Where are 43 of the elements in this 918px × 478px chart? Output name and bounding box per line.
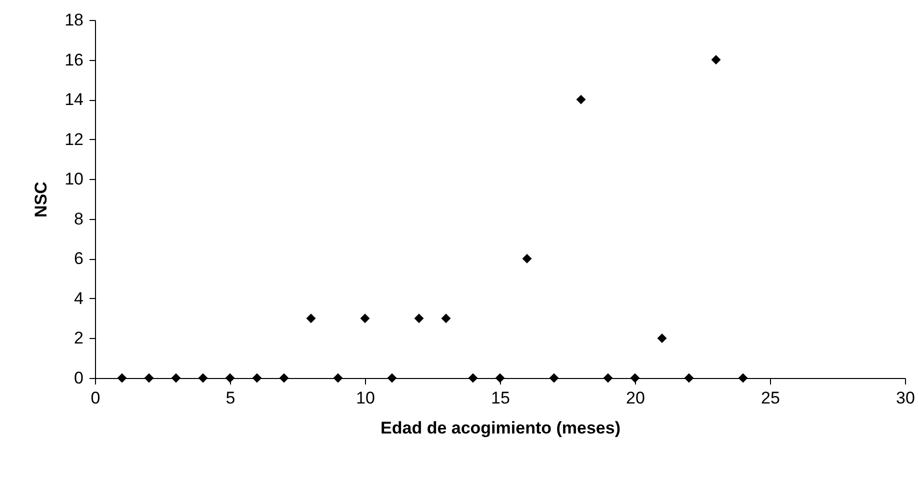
y-tick-label: 0 <box>74 368 84 388</box>
point <box>387 373 397 383</box>
point <box>549 373 559 383</box>
x-tick-label: 30 <box>896 388 915 408</box>
point <box>279 373 289 383</box>
point <box>333 373 343 383</box>
y-tick-label: 8 <box>74 209 84 228</box>
x-tick-label: 25 <box>761 388 780 408</box>
point <box>522 254 532 264</box>
point <box>171 373 181 383</box>
y-tick-label: 10 <box>64 170 84 189</box>
point <box>630 373 640 383</box>
y-axis-title: NSC <box>32 182 51 218</box>
point <box>468 373 478 383</box>
y-tick-label: 2 <box>74 328 84 348</box>
point <box>306 314 316 324</box>
point <box>657 333 667 343</box>
point <box>360 314 370 324</box>
x-tick-label: 0 <box>90 388 100 408</box>
point <box>711 55 721 65</box>
x-tick-label: 15 <box>491 388 510 408</box>
y-tick-label: 12 <box>64 130 84 149</box>
y-tick-label: 6 <box>74 249 84 268</box>
point <box>252 373 262 383</box>
y-tick-label: 14 <box>64 90 84 110</box>
y-tick-label: 16 <box>64 50 84 70</box>
point <box>144 373 154 383</box>
x-tick-label: 5 <box>226 388 236 408</box>
point <box>198 373 208 383</box>
point <box>414 314 424 324</box>
point <box>117 373 127 383</box>
point <box>684 373 694 383</box>
x-tick-label: 20 <box>626 388 645 408</box>
point <box>738 373 748 383</box>
y-tick-label: 18 <box>64 10 84 30</box>
point <box>441 314 451 324</box>
point <box>603 373 613 383</box>
x-axis-title: Edad de acogimiento (meses) <box>380 418 620 438</box>
x-tick-label: 10 <box>356 388 375 408</box>
point <box>495 373 505 383</box>
point <box>576 94 586 104</box>
y-tick-label: 4 <box>74 288 84 308</box>
point <box>225 373 235 383</box>
